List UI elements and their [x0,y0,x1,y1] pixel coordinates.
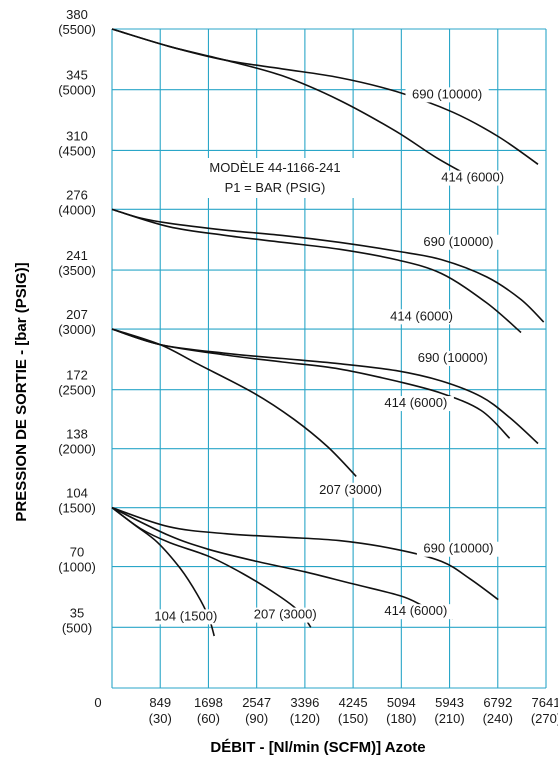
series-label-6: 207 (3000) [319,482,382,497]
x-tick-label: 2547 [242,695,271,710]
series-label-bg [377,604,454,620]
x-tick-sublabel: (150) [338,711,368,726]
x-tick-sublabel: (180) [386,711,416,726]
x-tick-sublabel: (270) [531,711,558,726]
series-label-10: 104 (1500) [154,608,217,623]
annotation-bg [196,158,354,198]
y-tick-sublabel: (5000) [58,83,96,98]
y-tick-sublabel: (500) [62,620,92,635]
series-label-bg [416,234,501,250]
y-tick-label: 35 [70,605,84,620]
y-tick-label: 241 [66,248,88,263]
y-tick-label: 310 [66,128,88,143]
series-line-1 [111,28,471,178]
y-tick-sublabel: (5500) [58,22,96,37]
series-label-bg [147,609,224,625]
x-tick-label: 4245 [339,695,368,710]
y-tick-label: 70 [70,545,84,560]
series-line-2 [111,208,545,323]
x-tick-label: 5943 [435,695,464,710]
x-tick-label: 5094 [387,695,416,710]
p1-annotation: P1 = BAR (PSIG) [225,180,326,195]
series-label-2: 690 (10000) [423,234,493,249]
x-tick-sublabel: (90) [245,711,268,726]
series-label-bg [247,607,324,623]
y-tick-label: 104 [66,486,88,501]
series-line-8 [111,506,454,620]
series-label-7: 690 (10000) [423,541,493,556]
x-tick-label: 0 [94,695,101,710]
y-tick-label: 345 [66,68,88,83]
series-label-bg [416,541,501,557]
series-line-3 [111,208,522,334]
series-label-0: 690 (10000) [412,86,482,101]
series-label-5: 414 (6000) [384,395,447,410]
x-axis-title: DÉBIT - [Nl/min (SCFM)] Azote [210,739,425,756]
series-line-5 [111,328,511,439]
y-tick-sublabel: (2000) [58,442,96,457]
model-annotation: MODÈLE 44-1166-241 [209,160,340,175]
series-label-bg [377,396,454,412]
series-label-3: 414 (6000) [390,308,453,323]
series-label-bg [411,350,495,366]
y-tick-label: 207 [66,307,88,322]
x-tick-sublabel: (30) [149,711,172,726]
x-tick-sublabel: (60) [197,711,220,726]
x-tick-sublabel: (240) [483,711,513,726]
series-label-4: 690 (10000) [418,350,488,365]
x-tick-label: 6792 [483,695,512,710]
y-tick-sublabel: (1000) [58,560,96,575]
x-tick-label: 3396 [290,695,319,710]
x-tick-sublabel: (210) [434,711,464,726]
y-tick-sublabel: (2500) [58,383,96,398]
x-tick-label: 1698 [194,695,223,710]
y-tick-label: 172 [66,368,88,383]
series-label-8: 414 (6000) [384,603,447,618]
curve-labels: 690 (10000) 414 (6000) 690 (10000) 414 (600… [147,86,511,625]
grid [111,28,547,689]
series-line-7 [111,506,499,601]
y-tick-sublabel: (1500) [58,501,96,516]
y-tick-sublabel: (3500) [58,263,96,278]
x-tick-label: 849 [149,695,171,710]
series-label-1: 414 (6000) [441,170,504,185]
series-label-bg [383,309,460,325]
y-tick-sublabel: (3000) [58,322,96,337]
x-tick-sublabel: (120) [290,711,320,726]
tick-labels: 35(500) 70(1000) 104(1500) 138(2000) 172(250… [58,7,558,726]
y-tick-label: 380 [66,7,88,22]
x-tick-label: 7641 [532,695,558,710]
series-label-bg [405,87,489,103]
series-line-4 [111,328,539,445]
series-line-6 [111,328,357,477]
series-label-9: 207 (3000) [254,607,317,622]
y-tick-sublabel: (4500) [58,143,96,158]
series-label-bg [434,170,511,186]
y-tick-label: 138 [66,427,88,442]
y-tick-sublabel: (4000) [58,202,96,217]
y-axis-title: PRESSION DE SORTIE - [bar (PSIG)] [13,262,30,521]
y-tick-label: 276 [66,187,88,202]
curves [111,28,545,637]
series-label-bg [312,482,389,498]
